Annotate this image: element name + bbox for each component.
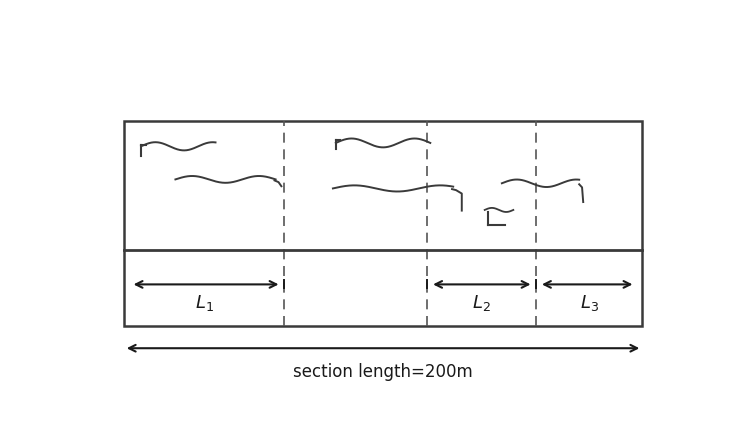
Text: $L_1$: $L_1$ xyxy=(194,293,214,313)
Bar xyxy=(124,121,642,326)
Text: $L_2$: $L_2$ xyxy=(472,293,491,313)
Text: $L_3$: $L_3$ xyxy=(579,293,599,313)
Text: section length=200m: section length=200m xyxy=(293,363,473,381)
